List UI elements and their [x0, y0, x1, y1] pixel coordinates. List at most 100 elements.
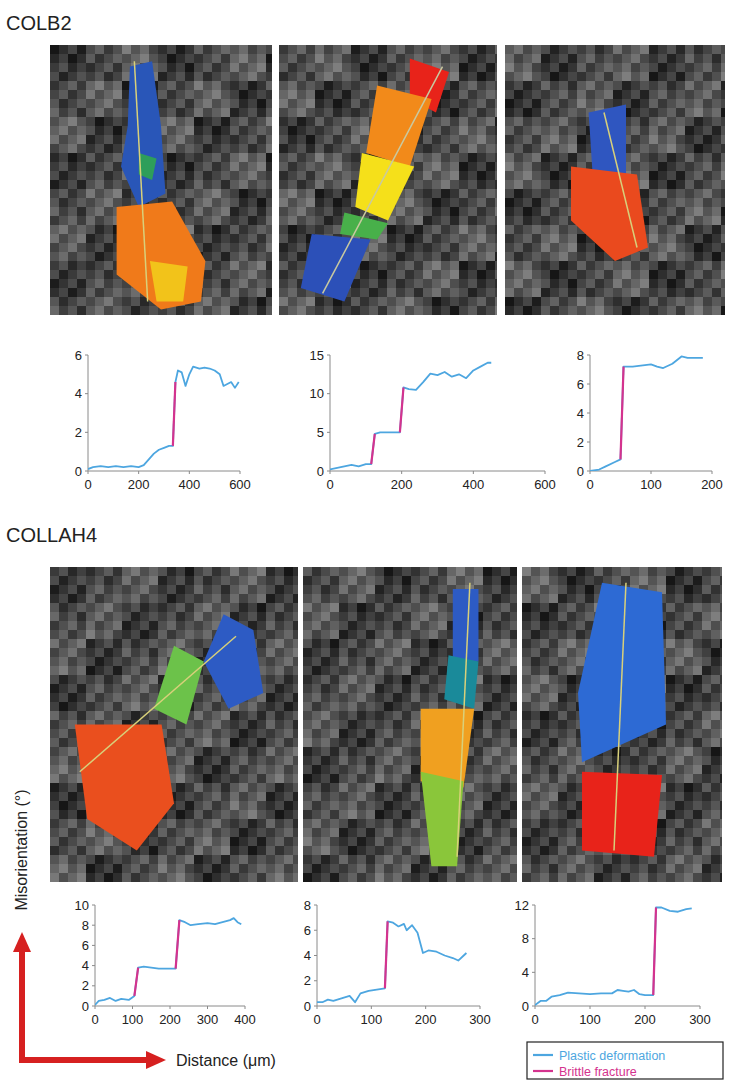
image-texture [50, 216, 59, 225]
image-texture [613, 90, 622, 99]
image-texture [468, 225, 477, 234]
image-texture [342, 135, 351, 144]
image-texture [194, 126, 203, 135]
image-texture [486, 261, 495, 270]
image-texture [59, 45, 68, 54]
image-texture [230, 306, 239, 315]
grain-map [279, 45, 497, 315]
image-texture [586, 279, 595, 288]
image-texture [396, 279, 405, 288]
image-texture [396, 216, 405, 225]
image-texture [185, 90, 194, 99]
image-texture [631, 72, 640, 81]
image-texture [176, 306, 185, 315]
image-texture [459, 153, 468, 162]
image-texture [113, 189, 122, 198]
image-texture [50, 135, 59, 144]
image-texture [288, 288, 297, 297]
image-texture [631, 279, 640, 288]
image-texture [414, 189, 423, 198]
image-texture [414, 234, 423, 243]
image-texture [167, 72, 176, 81]
image-texture [122, 189, 131, 198]
image-texture [266, 153, 272, 162]
image-texture [523, 180, 532, 189]
image-texture [315, 54, 324, 63]
image-texture [450, 108, 459, 117]
image-texture [369, 306, 378, 315]
image-texture [468, 135, 477, 144]
image-texture [59, 54, 68, 63]
image-texture [468, 90, 477, 99]
image-texture [266, 171, 272, 180]
image-texture [297, 144, 306, 153]
image-texture [239, 144, 248, 153]
image-texture [297, 108, 306, 117]
image-texture [203, 198, 212, 207]
image-texture [414, 288, 423, 297]
image-texture [505, 99, 514, 108]
image-texture [559, 162, 568, 171]
image-texture [104, 225, 113, 234]
image-texture [185, 63, 194, 72]
image-texture [239, 252, 248, 261]
image-texture [495, 270, 497, 279]
image-texture [324, 153, 333, 162]
image-texture [68, 198, 77, 207]
image-texture [586, 90, 595, 99]
image-texture [387, 306, 396, 315]
image-texture [468, 234, 477, 243]
image-texture [559, 198, 568, 207]
image-texture [459, 189, 468, 198]
image-texture [185, 162, 194, 171]
image-texture [279, 234, 288, 243]
image-texture [50, 54, 59, 63]
image-texture [248, 198, 257, 207]
image-texture [360, 288, 369, 297]
image-texture [505, 72, 514, 81]
image-texture [523, 144, 532, 153]
image-texture [306, 117, 315, 126]
image-texture [541, 243, 550, 252]
image-texture [203, 207, 212, 216]
image-texture [95, 171, 104, 180]
image-texture [288, 216, 297, 225]
image-texture [194, 153, 203, 162]
image-texture [387, 72, 396, 81]
image-texture [468, 261, 477, 270]
image-texture [158, 54, 167, 63]
image-texture [333, 180, 342, 189]
image-texture [279, 270, 288, 279]
image-texture [333, 99, 342, 108]
image-texture [185, 45, 194, 54]
image-texture [257, 243, 266, 252]
image-texture [631, 81, 640, 90]
image-texture [59, 306, 68, 315]
image-texture [104, 171, 113, 180]
image-texture [468, 72, 477, 81]
image-texture [230, 180, 239, 189]
image-texture [288, 171, 297, 180]
image-texture [176, 81, 185, 90]
image-texture [203, 90, 212, 99]
image-texture [95, 99, 104, 108]
image-texture [568, 261, 577, 270]
image-texture [577, 126, 586, 135]
image-texture [239, 243, 248, 252]
image-texture [360, 279, 369, 288]
image-texture [86, 135, 95, 144]
image-texture [532, 171, 541, 180]
image-texture [495, 99, 497, 108]
image-texture [288, 252, 297, 261]
image-texture [203, 135, 212, 144]
image-texture [185, 153, 194, 162]
image-texture [113, 90, 122, 99]
image-texture [279, 117, 288, 126]
image-texture [577, 252, 586, 261]
image-texture [239, 72, 248, 81]
image-texture [95, 126, 104, 135]
image-texture [77, 54, 86, 63]
image-texture [239, 63, 248, 72]
image-texture [95, 216, 104, 225]
image-texture [414, 162, 423, 171]
